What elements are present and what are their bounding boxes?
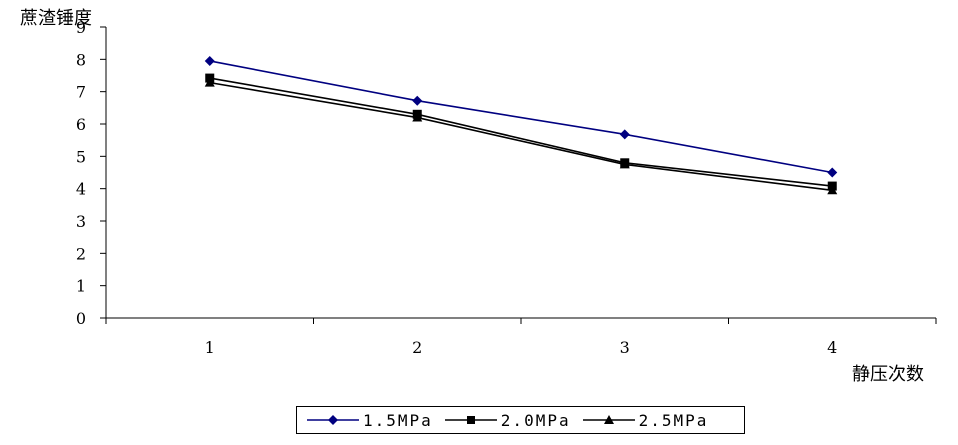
series-1-5mpa <box>204 55 838 178</box>
axes <box>100 26 937 324</box>
data-point-diamond <box>827 167 838 178</box>
data-point-diamond <box>619 129 630 140</box>
legend-label: 1.5MPa <box>363 410 433 430</box>
y-tick-label: 4 <box>76 180 86 199</box>
data-point-diamond <box>204 55 215 66</box>
x-tick-label: 2 <box>412 338 422 357</box>
data-point-triangle <box>619 159 630 169</box>
legend-label: 2.5MPa <box>638 410 709 430</box>
legend-swatch-square <box>444 416 497 424</box>
legend-item-1-5mpa: 1.5MPa <box>305 411 433 430</box>
legend-item-2-0mpa: 2.0MPa <box>443 411 571 430</box>
y-tick-label: 2 <box>76 244 86 263</box>
y-tick-label: 5 <box>76 147 86 166</box>
legend-swatch-triangle <box>582 415 635 424</box>
data-point-diamond <box>412 95 423 106</box>
y-tick-label: 3 <box>76 212 86 231</box>
y-tick-label: 8 <box>76 50 86 69</box>
legend-item-2-5mpa: 2.5MPa <box>581 411 709 430</box>
x-tick-label: 1 <box>205 338 215 357</box>
y-axis-title: 蔗渣锤度 <box>20 8 92 29</box>
series-line <box>209 77 833 187</box>
data-point-triangle <box>204 77 215 87</box>
legend: 1.5MPa 2.0MPa 2.5MPa <box>296 406 745 434</box>
x-axis-title: 静压次数 <box>852 364 924 385</box>
y-tick-label: 6 <box>76 115 86 134</box>
x-tick-label: 4 <box>827 338 837 357</box>
tick-labels: 0 1 2 3 4 5 6 7 8 9 1 2 3 4 <box>76 18 838 357</box>
series-2-5mpa <box>204 77 838 195</box>
y-tick-label: 0 <box>76 309 86 328</box>
data-point-triangle <box>412 112 423 122</box>
y-tick-label: 9 <box>76 18 86 37</box>
series-2-0mpa <box>205 73 837 191</box>
series-line <box>209 81 833 192</box>
data-point-triangle <box>827 185 838 195</box>
y-tick-label: 1 <box>76 277 86 296</box>
series-line <box>209 60 833 174</box>
legend-label: 2.0MPa <box>500 410 571 430</box>
series-group <box>204 55 838 195</box>
y-tick-label: 7 <box>76 83 86 102</box>
legend-swatch-diamond <box>307 415 359 425</box>
x-tick-label: 3 <box>620 338 630 357</box>
